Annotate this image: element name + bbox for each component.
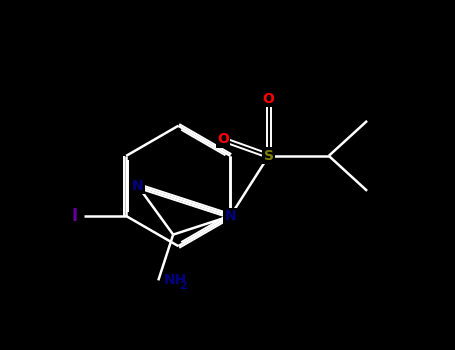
Text: O: O	[217, 132, 229, 146]
Text: I: I	[72, 207, 78, 225]
Text: N: N	[225, 209, 236, 223]
Text: NH: NH	[164, 273, 187, 287]
Text: 2: 2	[179, 281, 187, 291]
Text: N: N	[132, 179, 144, 193]
Text: S: S	[263, 149, 273, 163]
Text: O: O	[263, 92, 275, 106]
